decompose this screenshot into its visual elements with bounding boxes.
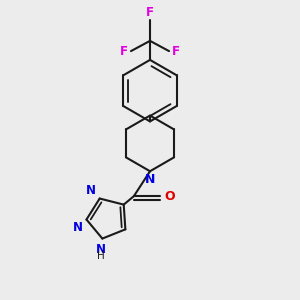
Text: N: N bbox=[86, 184, 96, 197]
Text: N: N bbox=[145, 173, 155, 186]
Text: F: F bbox=[172, 45, 180, 58]
Text: F: F bbox=[146, 6, 154, 19]
Text: H: H bbox=[97, 251, 105, 261]
Text: O: O bbox=[165, 190, 175, 202]
Text: F: F bbox=[120, 45, 128, 58]
Text: N: N bbox=[73, 221, 83, 234]
Text: N: N bbox=[96, 243, 106, 256]
